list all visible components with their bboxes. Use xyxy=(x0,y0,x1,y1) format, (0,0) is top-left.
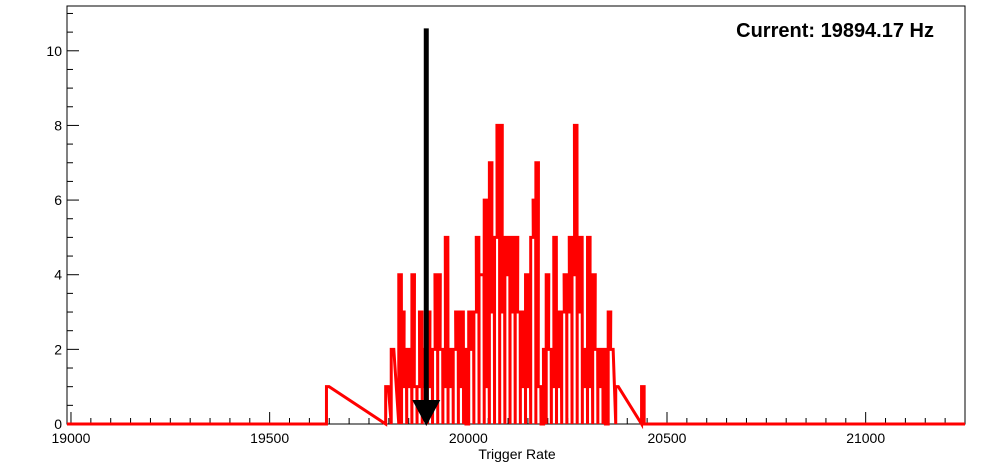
y-tick-label: 10 xyxy=(46,43,62,59)
x-tick-label: 20500 xyxy=(648,430,687,446)
x-tick-label: 20000 xyxy=(449,430,488,446)
x-tick-label: 21000 xyxy=(846,430,885,446)
y-tick-label: 8 xyxy=(54,117,62,133)
current-rate-label: Current: 19894.17 Hz xyxy=(736,20,934,42)
x-tick-label: 19500 xyxy=(250,430,289,446)
x-axis-title: Trigger Rate xyxy=(478,446,556,462)
x-tick-label: 19000 xyxy=(52,430,91,446)
current-rate-arrow-head xyxy=(412,400,441,426)
y-tick-label: 2 xyxy=(54,341,62,357)
y-axis-ticks: 0 2 4 6 8 10 xyxy=(46,12,79,432)
y-tick-label: 4 xyxy=(54,267,62,283)
y-tick-label: 0 xyxy=(54,416,62,432)
y-tick-label: 6 xyxy=(54,192,62,208)
